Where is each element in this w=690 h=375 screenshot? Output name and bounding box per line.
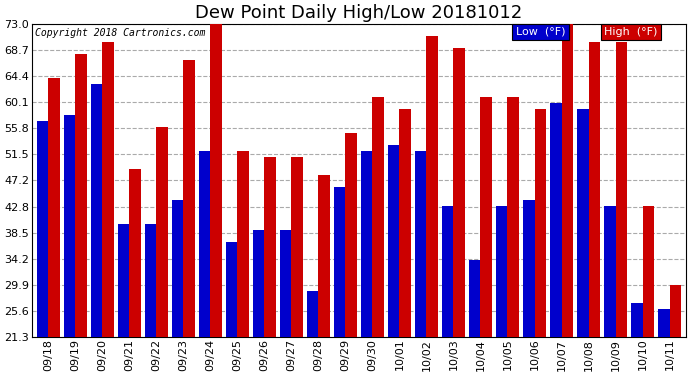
Text: High  (°F): High (°F) bbox=[604, 27, 658, 37]
Bar bbox=[75, 54, 86, 338]
Bar bbox=[210, 24, 221, 338]
Bar bbox=[129, 169, 141, 338]
Bar bbox=[642, 206, 654, 338]
Bar bbox=[37, 121, 48, 338]
Bar bbox=[469, 260, 480, 338]
Bar bbox=[604, 206, 615, 338]
Bar bbox=[496, 206, 508, 338]
Bar bbox=[361, 151, 373, 338]
Bar bbox=[453, 48, 465, 338]
Bar bbox=[264, 157, 276, 338]
Text: Copyright 2018 Cartronics.com: Copyright 2018 Cartronics.com bbox=[35, 28, 206, 38]
Bar bbox=[48, 78, 59, 338]
Bar bbox=[415, 151, 426, 338]
Bar bbox=[91, 84, 102, 338]
Bar bbox=[426, 36, 437, 338]
Bar bbox=[615, 42, 627, 338]
Bar bbox=[589, 42, 600, 338]
Bar bbox=[307, 291, 318, 338]
Bar bbox=[373, 96, 384, 338]
Bar bbox=[480, 96, 492, 338]
Bar bbox=[550, 103, 562, 338]
Bar bbox=[578, 109, 589, 338]
Bar bbox=[334, 188, 346, 338]
Bar bbox=[291, 157, 303, 338]
Bar bbox=[253, 230, 264, 338]
Bar bbox=[400, 109, 411, 338]
Bar bbox=[508, 96, 519, 338]
Bar bbox=[145, 224, 156, 338]
Bar bbox=[102, 42, 114, 338]
Bar bbox=[318, 176, 330, 338]
Bar bbox=[237, 151, 248, 338]
Bar bbox=[184, 60, 195, 338]
Bar bbox=[118, 224, 129, 338]
Bar bbox=[535, 109, 546, 338]
Bar bbox=[388, 145, 400, 338]
Bar bbox=[64, 115, 75, 338]
Bar bbox=[280, 230, 291, 338]
Bar bbox=[346, 133, 357, 338]
Bar bbox=[631, 303, 642, 338]
Bar bbox=[226, 242, 237, 338]
Bar bbox=[172, 200, 184, 338]
Bar bbox=[199, 151, 210, 338]
Text: Low  (°F): Low (°F) bbox=[516, 27, 565, 37]
Bar bbox=[562, 24, 573, 338]
Bar bbox=[442, 206, 453, 338]
Title: Dew Point Daily High/Low 20181012: Dew Point Daily High/Low 20181012 bbox=[195, 4, 522, 22]
Bar bbox=[669, 285, 681, 338]
Bar bbox=[523, 200, 535, 338]
Bar bbox=[658, 309, 669, 338]
Bar bbox=[156, 127, 168, 338]
